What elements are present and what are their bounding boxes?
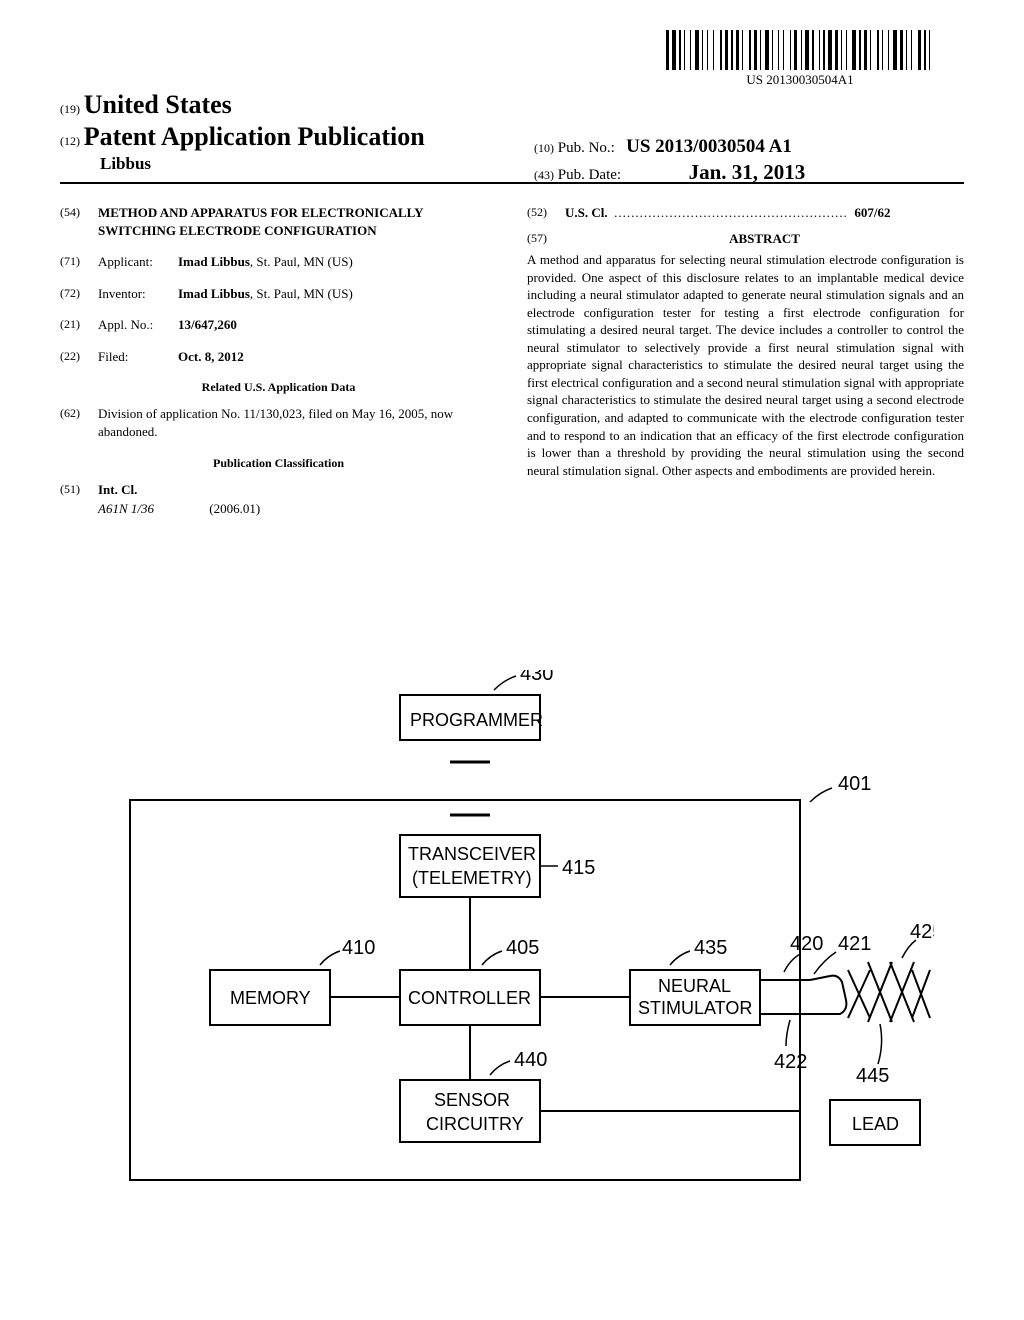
electrodes-icon [848, 962, 930, 1022]
intcl-row: A61N 1/36 (2006.01) [60, 500, 497, 518]
intcl-bold: Int. Cl. [98, 482, 137, 497]
right-column: (52) U.S. Cl. ..........................… [527, 204, 964, 518]
code-21: (21) [60, 316, 98, 334]
sensor-label-2: CIRCUITRY [426, 1114, 524, 1134]
barcode: US 20130030504A1 [666, 30, 934, 88]
applicant-location: , St. Paul, MN (US) [250, 254, 353, 269]
two-column-body: (54) METHOD AND APPARATUS FOR ELECTRONIC… [60, 204, 964, 518]
inventor-label: Inventor: [98, 285, 178, 303]
line-19: (19) United States [60, 90, 964, 120]
neural-label-2: STIMULATOR [638, 998, 752, 1018]
neural-label-1: NEURAL [658, 976, 731, 996]
pub-no-value: US 2013/0030504 A1 [626, 136, 792, 157]
applicant-value: Imad Libbus, St. Paul, MN (US) [178, 253, 497, 271]
inventor-name: Imad Libbus [178, 286, 250, 301]
controller-label: CONTROLLER [408, 988, 531, 1008]
ref-421: 421 [838, 933, 871, 955]
intcl-code: A61N 1/36 [98, 501, 154, 516]
code-52: (52) [527, 204, 565, 222]
pub-classification-heading: Publication Classification [60, 455, 497, 471]
publication-type: Patent Application Publication [84, 122, 425, 151]
intcl-label: Int. Cl. [98, 481, 497, 499]
applicant-name: Imad Libbus [178, 254, 250, 269]
left-column: (54) METHOD AND APPARATUS FOR ELECTRONIC… [60, 204, 497, 518]
field-71: (71) Applicant: Imad Libbus, St. Paul, M… [60, 253, 497, 271]
filed-value: Oct. 8, 2012 [178, 348, 497, 366]
applno-label: Appl. No.: [98, 316, 178, 334]
pub-date-row: (43) Pub. Date: Jan. 31, 2013 [534, 160, 964, 185]
transceiver-label-2: (TELEMETRY) [412, 868, 532, 888]
uscl-value: 607/62 [854, 205, 890, 220]
field-54: (54) METHOD AND APPARATUS FOR ELECTRONIC… [60, 204, 497, 239]
ref-440: 440 [514, 1049, 547, 1071]
ref-422: 422 [774, 1051, 807, 1073]
ref-405: 405 [506, 937, 539, 959]
barcode-text: US 20130030504A1 [746, 72, 853, 88]
inventor-value: Imad Libbus, St. Paul, MN (US) [178, 285, 497, 303]
programmer-label: PROGRAMMER [410, 710, 543, 730]
code-62: (62) [60, 405, 98, 440]
code-57: (57) [527, 230, 565, 252]
abstract-text: A method and apparatus for selecting neu… [527, 251, 964, 479]
uscl-label: U.S. Cl. [565, 205, 608, 220]
intcl-date: (2006.01) [209, 501, 260, 516]
division-text: Division of application No. 11/130,023, … [98, 405, 497, 440]
ref-401: 401 [838, 773, 871, 795]
sensor-label-1: SENSOR [434, 1090, 510, 1110]
code-72: (72) [60, 285, 98, 303]
code-19: (19) [60, 102, 80, 116]
lead-label: LEAD [852, 1114, 899, 1134]
dots-leader: ........................................… [614, 205, 848, 220]
ref-430: 430 [520, 670, 553, 685]
code-71: (71) [60, 253, 98, 271]
pub-info-right: (10) Pub. No.: US 2013/0030504 A1 (43) P… [534, 136, 964, 185]
transceiver-label-1: TRANSCEIVER [408, 844, 536, 864]
code-51: (51) [60, 481, 98, 499]
pub-no-label: Pub. No.: [558, 140, 615, 156]
field-21: (21) Appl. No.: 13/647,260 [60, 316, 497, 334]
pub-date-value: Jan. 31, 2013 [689, 160, 806, 184]
filed-bold: Oct. 8, 2012 [178, 349, 244, 364]
related-data-heading: Related U.S. Application Data [60, 379, 497, 395]
ref-435: 435 [694, 937, 727, 959]
barcode-lines [666, 30, 934, 70]
country-name: United States [84, 90, 232, 119]
code-12: (12) [60, 134, 80, 148]
abstract-header-row: (57) ABSTRACT [527, 230, 964, 252]
filed-label: Filed: [98, 348, 178, 366]
field-22: (22) Filed: Oct. 8, 2012 [60, 348, 497, 366]
field-62: (62) Division of application No. 11/130,… [60, 405, 497, 440]
ref-415: 415 [562, 857, 595, 879]
memory-label: MEMORY [230, 988, 311, 1008]
pub-date-label: Pub. Date: [558, 167, 621, 183]
pub-number-row: (10) Pub. No.: US 2013/0030504 A1 [534, 136, 964, 158]
field-52: (52) U.S. Cl. ..........................… [527, 204, 964, 222]
code-10: (10) [534, 141, 554, 155]
uscl-row: U.S. Cl. ...............................… [565, 204, 964, 222]
invention-title: METHOD AND APPARATUS FOR ELECTRONICALLY … [98, 204, 497, 239]
code-43: (43) [534, 168, 554, 182]
applicant-label: Applicant: [98, 253, 178, 271]
applno-value: 13/647,260 [178, 316, 497, 334]
code-54: (54) [60, 204, 98, 239]
applno-bold: 13/647,260 [178, 317, 237, 332]
code-22: (22) [60, 348, 98, 366]
ref-425: 425 [910, 921, 934, 943]
ref-445: 445 [856, 1065, 889, 1087]
ref-420: 420 [790, 933, 823, 955]
ref-410: 410 [342, 937, 375, 959]
field-51: (51) Int. Cl. [60, 481, 497, 499]
block-diagram: 401 PROGRAMMER 430 TRANSCEIVER (TELEMETR… [90, 670, 934, 1230]
inventor-location: , St. Paul, MN (US) [250, 286, 353, 301]
abstract-heading: ABSTRACT [565, 230, 964, 248]
field-72: (72) Inventor: Imad Libbus, St. Paul, MN… [60, 285, 497, 303]
